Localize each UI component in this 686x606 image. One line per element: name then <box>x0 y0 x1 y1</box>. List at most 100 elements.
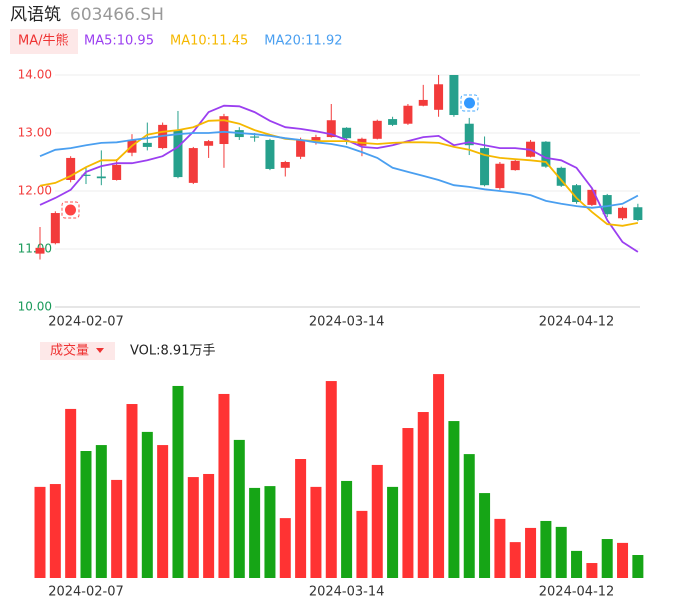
volume-bar <box>295 459 307 578</box>
volume-bar <box>479 493 491 578</box>
candle-body <box>602 195 612 215</box>
volume-bar <box>402 428 414 578</box>
volume-bar <box>34 486 46 578</box>
volume-bar <box>356 510 368 578</box>
candle-body <box>81 174 91 176</box>
volume-bar <box>387 486 399 578</box>
legend-entry: MA10:11.45 <box>170 34 248 49</box>
candle-body <box>280 162 290 168</box>
candle-body <box>265 139 275 169</box>
candle-body <box>480 148 490 186</box>
legend-entry: MA20:11.92 <box>264 34 342 49</box>
volume-bar <box>157 445 169 578</box>
volume-bar <box>540 520 552 578</box>
candle-body <box>556 167 566 186</box>
indicator-label[interactable]: MA/牛熊 <box>18 33 69 49</box>
candle-body <box>464 123 474 146</box>
volume-bar <box>371 464 383 578</box>
stock-code: 603466.SH <box>70 5 164 25</box>
volume-bar <box>417 412 429 578</box>
volume-bar <box>617 542 629 578</box>
volume-bar <box>80 451 92 578</box>
candle-body <box>495 163 505 189</box>
volume-bar <box>249 487 261 578</box>
volume-bar <box>555 526 567 578</box>
candle-body <box>112 164 122 180</box>
ma-line <box>39 130 639 209</box>
volume-bar <box>187 477 199 578</box>
volume-bar <box>433 374 445 578</box>
volume-bar <box>509 542 521 578</box>
bull-badge <box>61 201 80 219</box>
dropdown-arrow[interactable] <box>96 348 104 353</box>
volume-bar <box>325 381 337 578</box>
indicator-tab[interactable] <box>10 29 78 54</box>
y-tick-label: 13.00 <box>18 126 52 140</box>
x-tick-label: 2024-03-14 <box>309 315 385 330</box>
candle-body <box>204 141 214 146</box>
bear-badge <box>460 94 479 112</box>
candle-body <box>403 105 413 124</box>
y-tick-label: 10.00 <box>18 300 52 314</box>
candle-body <box>510 160 520 171</box>
candle-body <box>572 185 582 203</box>
candle-body <box>633 207 643 220</box>
candle-body <box>372 120 382 139</box>
volume-bar <box>141 431 153 578</box>
candle-body <box>388 119 398 125</box>
candle-body <box>311 137 321 142</box>
candle-body <box>342 127 352 139</box>
candle-body <box>35 247 45 254</box>
candle-body <box>96 176 106 179</box>
candle-body <box>434 84 444 110</box>
volume-bar <box>341 480 353 578</box>
candle-body <box>188 148 198 183</box>
volume-bar <box>111 479 123 578</box>
volume-bar <box>448 421 460 578</box>
volume-bar <box>586 563 598 578</box>
x-tick-label: 2024-04-12 <box>539 585 615 600</box>
volume-bar <box>126 404 138 578</box>
ma-line <box>39 104 639 253</box>
candle-body <box>50 213 60 244</box>
candle-body <box>541 141 551 167</box>
volume-bar <box>601 539 613 578</box>
volume-text: VOL:8.91万手 <box>130 344 215 359</box>
volume-bar <box>494 518 506 578</box>
volume-tab[interactable] <box>40 342 115 360</box>
candle-body <box>173 130 183 178</box>
x-tick-label: 2024-02-07 <box>48 315 124 330</box>
volume-bar <box>172 385 184 578</box>
candle-body <box>418 99 428 106</box>
volume-bar <box>95 445 107 578</box>
candle-body <box>618 207 628 219</box>
x-tick-label: 2024-03-14 <box>309 585 385 600</box>
candle-body <box>250 136 260 138</box>
stock-name: 风语筑 <box>10 5 61 25</box>
candle-body <box>296 139 306 157</box>
volume-bar <box>463 454 475 578</box>
x-tick-label: 2024-04-12 <box>539 315 615 330</box>
volume-bar <box>279 518 291 578</box>
volume-bar <box>525 527 537 578</box>
x-tick-label: 2024-02-07 <box>48 585 124 600</box>
y-tick-label: 11.00 <box>18 242 52 256</box>
y-tick-label: 14.00 <box>18 68 52 82</box>
ma-line <box>39 119 639 227</box>
volume-bar <box>571 550 583 578</box>
legend-entry: MA5:10.95 <box>84 34 154 49</box>
volume-bar <box>310 486 322 578</box>
candle-body <box>142 142 152 147</box>
volume-bar <box>632 555 644 578</box>
candle-body <box>587 189 597 205</box>
volume-bar <box>264 486 276 578</box>
y-tick-label: 12.00 <box>18 184 52 198</box>
candle-body <box>449 75 459 116</box>
volume-label[interactable]: 成交量 <box>50 343 89 359</box>
volume-bar <box>65 408 77 578</box>
candle-body <box>326 120 336 138</box>
volume-bar <box>233 439 245 578</box>
candle-body <box>66 157 76 180</box>
volume-bar <box>49 484 61 578</box>
